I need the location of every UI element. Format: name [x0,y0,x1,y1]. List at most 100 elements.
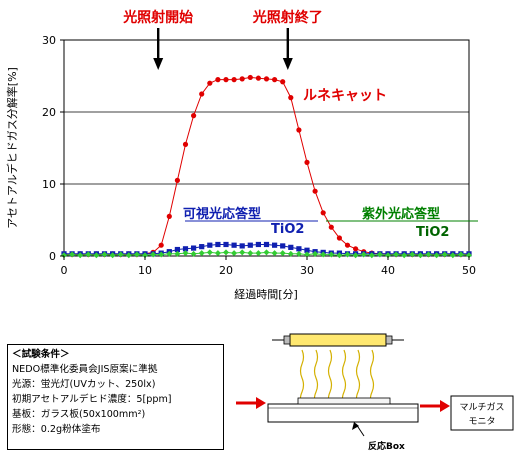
data-point [441,251,448,258]
data-point [223,77,229,83]
data-point [288,95,294,101]
data-point [417,252,424,259]
data-point [288,244,294,250]
data-point [336,252,343,259]
condition-line: 光源：蛍光灯(UVカット、250lx) [12,379,156,390]
data-point [117,251,124,258]
data-point [409,251,416,258]
reaction-box-label: 反応Box [368,440,405,452]
data-point [368,252,375,259]
data-point [255,75,261,81]
data-point [198,250,205,257]
light-ray-icon [299,349,305,403]
data-point [158,251,165,258]
data-point [457,251,464,258]
y-tick-label: 10 [42,178,56,191]
x-axis-title: 経過時間[分] [234,288,298,301]
data-point [214,250,221,257]
data-point [272,242,278,248]
x-tick-label: 30 [300,264,314,277]
data-point [190,250,197,257]
condition-line: NEDO標準化委員会JIS原案に準拠 [12,364,158,375]
data-point [174,177,180,183]
x-tick-label: 40 [381,264,395,277]
data-point [239,249,246,256]
data-point [101,251,108,258]
data-point [69,251,76,258]
y-tick-label: 0 [49,250,56,263]
data-point [393,251,400,258]
light-on-annotation: 光照射開始 [122,9,193,26]
data-point [263,249,270,256]
series-label-visible-line2: TiO2 [271,222,304,237]
data-point [271,250,278,257]
data-point [320,210,326,216]
data-point [206,249,213,256]
data-point [61,252,67,259]
data-point [376,251,383,258]
data-point [207,242,213,248]
data-point [199,91,205,97]
data-point [328,224,334,230]
data-point [239,243,245,249]
data-point [93,252,100,259]
data-point [312,250,319,257]
data-point [166,250,173,257]
series-label-uv-line2: TiO2 [416,225,449,240]
monitor-label-line1: マルチガス [459,402,504,413]
data-point [223,249,229,256]
condition-line: 基板：ガラス板(50x100mm²) [12,409,146,420]
data-point [85,251,92,258]
data-point [182,141,189,147]
condition-line: 形態：0.2g粉体塗布 [12,424,101,435]
data-point [231,250,238,257]
data-point [272,77,278,83]
reaction-box [267,403,419,423]
data-point [182,246,189,252]
series-label-uv-line1: 紫外光応答型 [362,206,440,222]
data-point [255,241,261,248]
data-point [133,251,140,258]
data-point [142,252,148,259]
series-label-visible-line1: 可視光応答型 [183,206,261,222]
data-point [344,251,351,258]
arrowhead [153,58,164,70]
data-point [295,250,302,257]
data-point [304,251,310,258]
data-point [247,74,253,81]
data-point [449,252,456,259]
data-point [336,235,342,241]
data-point [174,250,181,257]
data-point [174,246,180,253]
tick-layer: 0 10 20 30 0 10 20 30 40 50 [42,34,476,277]
test-conditions-box: ＜試験条件＞ NEDO標準化委員会JIS原案に準拠 光源：蛍光灯(UVカット、2… [7,344,224,450]
data-point [296,246,302,252]
x-tick-label: 0 [61,264,68,277]
data-point [199,244,205,250]
data-point [231,77,237,83]
data-point [263,76,270,82]
series-0 [61,74,472,258]
data-point [207,80,213,86]
gas-monitor-box [450,395,514,431]
data-point [150,251,157,258]
monitor-label-line2: モニタ [468,416,495,427]
data-point [352,252,359,259]
data-point [466,252,472,259]
gridlines [64,111,469,185]
condition-line: 初期アセトアルデヒド濃度：5[ppm] [12,394,172,405]
data-point [433,252,440,259]
series-layer [61,74,472,259]
data-point [280,79,286,85]
series-label-renecat: ルネキャット [303,88,387,104]
data-point [263,241,270,248]
data-point [360,251,367,258]
data-point [279,250,286,257]
y-tick-label: 30 [42,34,56,47]
data-point [215,77,221,83]
data-point [191,113,197,119]
y-tick-label: 20 [42,106,56,119]
data-point [109,252,116,259]
data-point [166,213,172,219]
